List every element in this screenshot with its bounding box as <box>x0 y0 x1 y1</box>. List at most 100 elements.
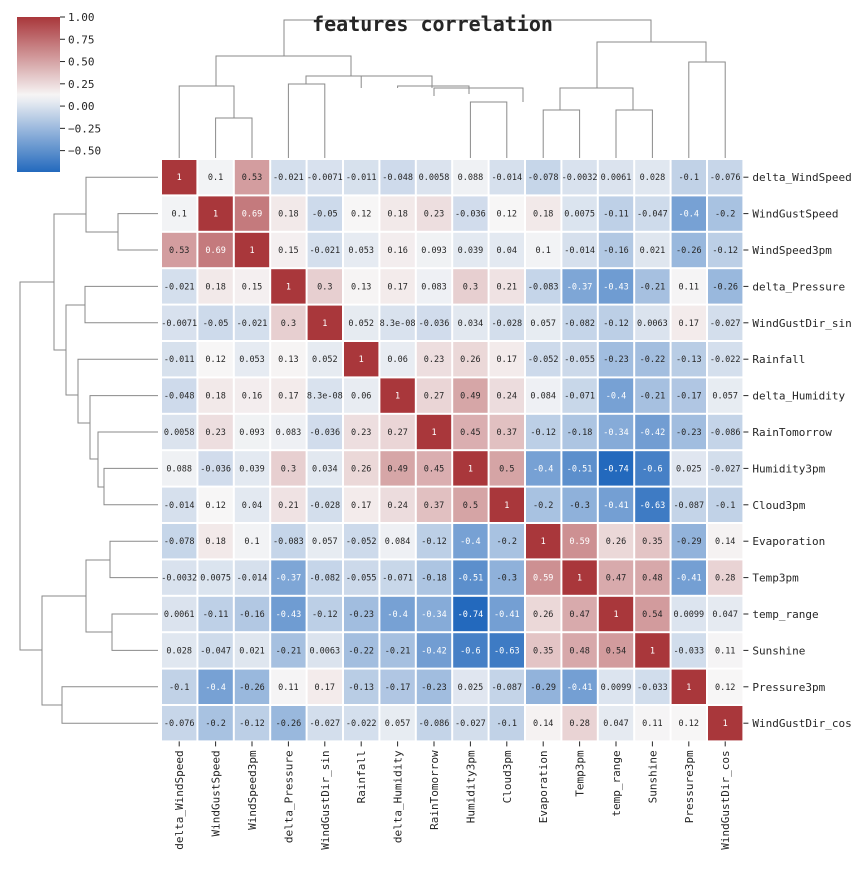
heatmap-cell <box>271 487 306 522</box>
heatmap-cell <box>162 451 197 486</box>
heatmap-cell <box>598 524 634 559</box>
heatmap-cell <box>526 596 561 632</box>
cell-value-label: -0.12 <box>239 719 265 729</box>
colorbar-tick-label: 0.50 <box>68 56 95 69</box>
heatmap-cell <box>708 342 743 377</box>
cell-value-label: -0.13 <box>676 355 702 365</box>
dendrogram-link <box>178 85 235 158</box>
cell-value-label: -0.036 <box>419 319 450 329</box>
heatmap-cell <box>598 305 634 340</box>
cell-value-label: -0.41 <box>567 683 593 693</box>
heatmap-cell <box>307 269 342 304</box>
heatmap-cell <box>198 451 233 486</box>
heatmap-cell <box>307 378 342 413</box>
colorbar: 1.00 0.75 0.50 0.25 0.00 −0.25 −0.50 <box>17 11 101 172</box>
heatmap-cell <box>307 596 342 632</box>
heatmap-cell <box>234 414 270 450</box>
heatmap-cell <box>598 487 634 522</box>
heatmap-cell <box>162 487 197 522</box>
row-tick-label: WindSpeed3pm <box>752 244 832 257</box>
heatmap-cell <box>234 669 270 704</box>
cell-value-label: -0.43 <box>603 282 629 292</box>
cell-value-label: 0.12 <box>205 501 225 511</box>
heatmap-cell <box>671 269 706 304</box>
heatmap-cell <box>453 524 488 559</box>
cell-value-label: -0.052 <box>346 537 377 547</box>
cell-value-label: 0.1 <box>208 173 223 183</box>
heatmap-cell <box>307 160 342 195</box>
heatmap-cell <box>635 669 670 704</box>
heatmap-cell <box>416 160 452 195</box>
heatmap-cell <box>380 305 415 340</box>
cell-value-label: -0.082 <box>309 574 340 584</box>
cell-value-label: 0.025 <box>458 683 484 693</box>
heatmap-cell <box>162 232 197 268</box>
heatmap-cell <box>271 669 306 704</box>
cell-value-label: 0.23 <box>424 210 444 220</box>
column-tick-label: delta_WindSpeed <box>173 750 186 849</box>
heatmap-cell <box>453 596 488 632</box>
heatmap-cell <box>598 269 634 304</box>
cell-value-label: -0.036 <box>455 210 486 220</box>
cell-value-label: -0.047 <box>200 646 231 656</box>
heatmap-cell <box>344 706 379 741</box>
cell-value-label: -0.027 <box>309 719 340 729</box>
cell-value-label: -0.26 <box>239 683 265 693</box>
cell-value-label: 8.3e-08 <box>380 319 416 329</box>
cell-value-label: -0.1 <box>497 719 517 729</box>
cell-value-label: 0.49 <box>387 464 407 474</box>
dendrogram-link <box>287 83 326 158</box>
heatmap-cell <box>162 378 197 413</box>
cell-value-label: -0.021 <box>237 319 268 329</box>
dendrogram-link <box>215 117 253 158</box>
heatmap-cell <box>198 160 233 195</box>
heatmap-cell <box>453 560 488 595</box>
dendrogram-link <box>615 109 653 158</box>
cell-value-label: -0.4 <box>533 464 553 474</box>
heatmap-cell <box>489 706 524 741</box>
cell-value-label: 0.053 <box>239 355 265 365</box>
heatmap-cell <box>234 706 270 741</box>
heatmap-cell <box>562 196 597 231</box>
cell-value-label: 1 <box>723 719 728 729</box>
heatmap-cell <box>380 269 415 304</box>
column-tick-labels: delta_WindSpeed WindGustSpeed WindSpeed3pm… <box>173 741 732 850</box>
dendrogram-link <box>85 176 158 233</box>
row-tick-labels: delta_WindSpeed WindGustSpeed WindSpeed3pm… <box>743 171 852 730</box>
cell-value-label: 0.083 <box>421 282 447 292</box>
cell-value-label: -0.033 <box>673 646 704 656</box>
cell-value-label: 0.12 <box>205 355 225 365</box>
cell-value-label: -0.63 <box>494 646 520 656</box>
row-tick-label: Humidity3pm <box>752 462 825 475</box>
heatmap-cell <box>635 232 670 268</box>
heatmap-cell <box>453 160 488 195</box>
heatmap-cell <box>562 269 597 304</box>
heatmap-cell <box>598 633 634 668</box>
cell-value-label: 0.21 <box>278 501 298 511</box>
heatmap-cell <box>671 524 706 559</box>
heatmap-cell <box>162 342 197 377</box>
heatmap-cell <box>198 414 233 450</box>
cell-value-label: -0.071 <box>564 392 595 402</box>
cell-value-label: -0.4 <box>387 610 407 620</box>
heatmap-cell <box>271 305 306 340</box>
cell-value-label: -0.2 <box>205 719 225 729</box>
heatmap-cell <box>198 560 233 595</box>
colorbar-tick-label: −0.50 <box>68 145 101 158</box>
cell-value-label: -0.027 <box>455 719 486 729</box>
heatmap-cell <box>162 269 197 304</box>
heatmap-cell <box>598 196 634 231</box>
cell-value-label: 1 <box>468 464 473 474</box>
cell-value-label: -0.17 <box>385 683 411 693</box>
heatmap-cell <box>598 560 634 595</box>
heatmap-cell <box>526 196 561 231</box>
cell-value-label: 0.057 <box>530 319 556 329</box>
cell-value-label: -0.05 <box>312 210 338 220</box>
cell-value-label: 1 <box>577 574 582 584</box>
row-dendrogram <box>19 176 158 724</box>
heatmap-cell <box>635 633 670 668</box>
heatmap-cell <box>271 706 306 741</box>
cell-value-label: -0.021 <box>309 246 340 256</box>
heatmap-cell <box>234 305 270 340</box>
heatmap-cell <box>380 342 415 377</box>
